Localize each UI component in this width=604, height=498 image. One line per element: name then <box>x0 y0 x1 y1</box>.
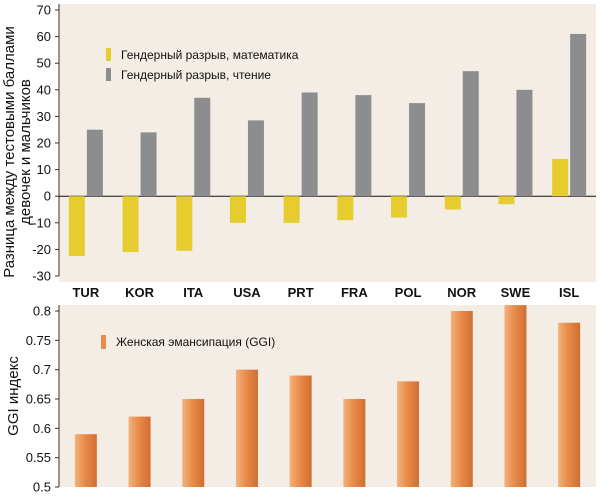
top-y-axis-title-line-2: девочек и мальчиков <box>17 79 34 225</box>
bar-ggi-ita <box>182 399 205 487</box>
bottom-y-ticks: 0.5 0.55 0.6 0.65 0.7 0.75 0.8 <box>26 304 59 495</box>
top-legend: Гендерный разрыв, математика Гендерный р… <box>106 48 299 82</box>
category-label-fra: FRA <box>341 285 368 300</box>
bar-math-ita <box>176 196 193 251</box>
top-y-ticks: -30 -20 -10 0 10 20 30 40 50 60 70 <box>32 3 59 284</box>
bar-ggi-usa <box>235 369 258 487</box>
top-y-tick-label: 10 <box>37 162 51 177</box>
bar-reading-nor <box>462 71 479 197</box>
category-label-pol: POL <box>395 285 422 300</box>
category-label-prt: PRT <box>288 285 314 300</box>
top-chart-panel: -30 -20 -10 0 10 20 30 40 50 60 70 Разница между т… <box>1 3 596 284</box>
bar-math-kor <box>122 196 139 253</box>
bar-reading-fra <box>355 95 372 197</box>
bar-reading-kor <box>140 132 157 197</box>
legend-swatch-math <box>106 48 111 61</box>
top-bars <box>68 33 587 257</box>
category-label-usa: USA <box>233 285 261 300</box>
category-label-kor: KOR <box>125 285 155 300</box>
bottom-legend: Женская эмансипация (GGI) <box>101 335 275 349</box>
legend-label-reading: Гендерный разрыв, чтение <box>121 68 271 82</box>
legend-swatch-ggi <box>101 335 106 349</box>
bottom-bars <box>74 305 581 487</box>
bar-math-isl <box>552 158 569 197</box>
bar-math-prt <box>283 196 300 223</box>
top-y-tick-label: -10 <box>32 215 51 230</box>
category-label-nor: NOR <box>447 285 477 300</box>
bar-math-swe <box>498 196 515 205</box>
bar-ggi-tur <box>74 434 97 487</box>
bar-ggi-pol <box>397 381 420 487</box>
bar-reading-isl <box>570 33 587 197</box>
bar-math-fra <box>337 196 354 221</box>
top-y-tick-label: 60 <box>37 29 51 44</box>
top-y-tick-label: 20 <box>37 136 51 151</box>
bottom-y-tick-label: 0.5 <box>33 480 51 495</box>
legend-swatch-reading <box>106 68 111 81</box>
bar-math-tur <box>68 196 85 257</box>
top-plot-background <box>59 4 596 282</box>
bar-ggi-swe <box>504 305 527 487</box>
top-y-tick-label: 30 <box>37 109 51 124</box>
bottom-y-tick-label: 0.75 <box>26 333 51 348</box>
bottom-y-axis-title: GGI индекс <box>5 356 22 436</box>
bar-reading-usa <box>247 120 264 197</box>
top-y-tick-label: -30 <box>32 269 51 284</box>
bottom-y-tick-label: 0.7 <box>33 362 51 377</box>
legend-label-math: Гендерный разрыв, математика <box>121 48 299 62</box>
top-y-tick-label: 0 <box>44 189 51 204</box>
top-y-tick-label: -20 <box>32 242 51 257</box>
bar-reading-pol <box>409 103 426 197</box>
bar-reading-tur <box>86 129 103 197</box>
top-y-axis-title-line-1: Разница между тестовыми баллами <box>1 26 18 278</box>
bar-math-usa <box>229 196 246 223</box>
bar-math-nor <box>444 196 461 210</box>
category-label-tur: TUR <box>72 285 99 300</box>
top-y-tick-label: 70 <box>37 3 51 18</box>
top-y-tick-label: 40 <box>37 82 51 97</box>
legend-label-ggi: Женская эмансипация (GGI) <box>116 335 275 349</box>
bar-reading-swe <box>516 89 533 197</box>
bottom-y-tick-label: 0.6 <box>33 421 51 436</box>
category-label-swe: SWE <box>501 285 531 300</box>
bar-ggi-prt <box>289 375 312 487</box>
bar-ggi-nor <box>450 311 473 487</box>
bottom-y-tick-label: 0.65 <box>26 392 51 407</box>
bar-ggi-fra <box>343 399 366 487</box>
bottom-y-tick-label: 0.8 <box>33 304 51 319</box>
category-labels: TUR KOR ITA USA PRT FRA POL NOR SWE ISL <box>72 285 579 300</box>
bar-reading-ita <box>194 97 211 197</box>
category-label-isl: ISL <box>559 285 579 300</box>
bottom-chart-panel: 0.5 0.55 0.6 0.65 0.7 0.75 0.8 GGI индекс Женс… <box>5 304 596 495</box>
category-label-ita: ITA <box>183 285 204 300</box>
bar-ggi-isl <box>558 322 581 487</box>
bar-math-pol <box>391 196 408 218</box>
bar-ggi-kor <box>128 416 151 487</box>
bottom-y-tick-label: 0.55 <box>26 450 51 465</box>
top-y-tick-label: 50 <box>37 56 51 71</box>
bar-reading-prt <box>301 92 318 197</box>
